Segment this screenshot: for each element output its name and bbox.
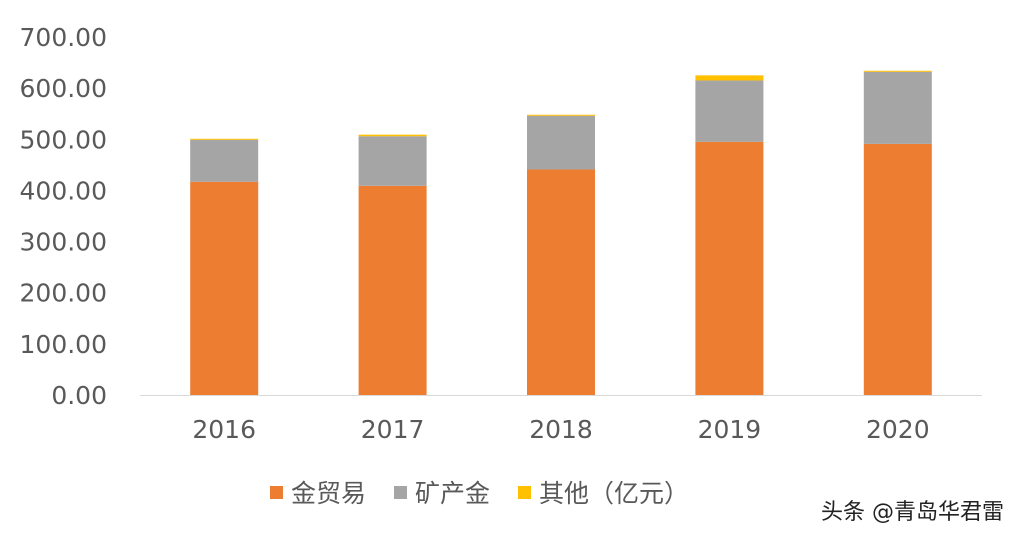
stacked-bar-chart: 0.00 100.00 200.00 300.00 400.00 500.00 600.00… [20, 23, 982, 444]
legend-swatch [270, 485, 283, 499]
legend-item-mined-gold: 矿产金 [394, 474, 490, 510]
watermark: 头条 @青岛华君雷 [821, 500, 1004, 525]
bar-segment-2019-1 [695, 80, 764, 142]
bar-segment-2020-0 [863, 143, 932, 395]
legend-item-gold-trade: 金贸易 [270, 474, 366, 510]
bar-segment-2019-2 [695, 75, 764, 81]
legend-label: 矿产金 [415, 479, 491, 508]
y-tick-label: 700.00 [20, 23, 107, 52]
legend-item-other: 其他（亿元） [518, 474, 689, 510]
x-tick-label: 2020 [866, 415, 930, 444]
x-tick-label: 2019 [698, 415, 762, 444]
bar-segment-2020-2 [863, 70, 932, 72]
y-tick-label: 300.00 [20, 228, 107, 257]
bar-segment-2018-0 [527, 169, 595, 395]
legend-label: 其他（亿元） [539, 479, 690, 508]
bar-segment-2017-1 [358, 136, 427, 186]
x-tick-label: 2018 [529, 415, 593, 444]
y-tick-label: 500.00 [20, 125, 107, 154]
bar-segment-2017-2 [358, 134, 427, 137]
legend-swatch [394, 485, 408, 499]
legend: 金贸易 矿产金 其他（亿元） [270, 474, 689, 510]
legend-swatch [518, 485, 532, 499]
y-tick-label: 0.00 [51, 381, 107, 410]
y-tick-label: 200.00 [20, 279, 107, 308]
bar-segment-2016-2 [190, 138, 259, 140]
y-tick-label: 400.00 [20, 176, 107, 205]
bar-segment-2020-1 [863, 71, 932, 144]
bar-segment-2019-0 [695, 141, 764, 395]
legend-label: 金贸易 [291, 479, 367, 508]
bar-segment-2017-0 [358, 185, 427, 395]
y-tick-label: 100.00 [20, 330, 107, 359]
y-tick-label: 600.00 [20, 74, 107, 103]
bar-segment-2016-1 [190, 139, 259, 182]
bar-segment-2018-2 [527, 114, 595, 116]
bar-segment-2018-1 [527, 115, 595, 170]
x-tick-label: 2016 [192, 415, 256, 444]
x-tick-label: 2017 [361, 415, 425, 444]
bar-segment-2016-0 [190, 181, 259, 395]
